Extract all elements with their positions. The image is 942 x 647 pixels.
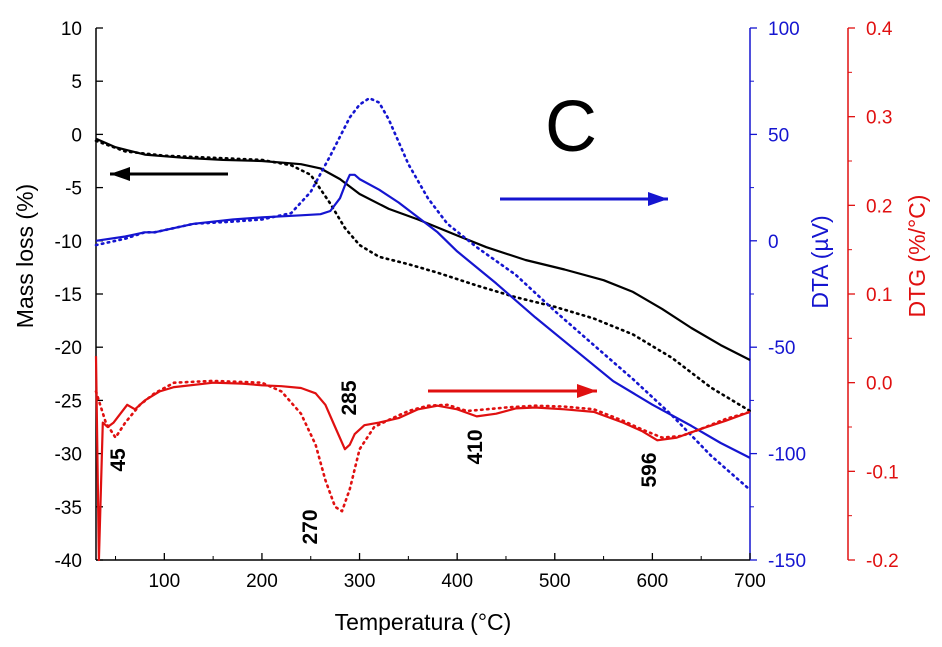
- dtg-solid-line: [94, 356, 751, 562]
- x-tick-label: 700: [734, 571, 766, 592]
- mass-axis-arrow-head: [110, 167, 130, 181]
- x-tick-label: 500: [539, 571, 571, 592]
- dta-axis-title: DTA (µV): [807, 215, 833, 308]
- mass-tick-label: -20: [55, 338, 82, 359]
- dtg-tick-label: 0.4: [866, 19, 893, 40]
- dtg-tick-label: -0.1: [866, 462, 899, 483]
- peak-label-270: 270: [299, 509, 322, 544]
- mass-tick-label: 5: [71, 72, 82, 93]
- mass-tick-label: -35: [55, 498, 82, 519]
- mass-tick-label: -40: [55, 551, 82, 572]
- dta-tick-label: -150: [768, 551, 806, 572]
- peak-label-596: 596: [638, 452, 661, 487]
- dtg-dotted-line: [94, 379, 752, 513]
- dta-tick-label: 50: [768, 125, 789, 146]
- dtg-tick-label: 0.2: [866, 196, 892, 217]
- x-axis-title: Temperatura (°C): [335, 609, 512, 635]
- mass-loss-dotted-line: [94, 139, 752, 413]
- x-tick-label: 600: [637, 571, 669, 592]
- peak-label-45: 45: [107, 448, 130, 472]
- mass-tick-label: -25: [55, 391, 82, 412]
- dtg-tick-label: -0.2: [866, 551, 899, 572]
- dta-axis-arrow-head: [648, 192, 668, 206]
- x-tick-label: 200: [246, 571, 278, 592]
- dtg-tick-label: 0.1: [866, 285, 892, 306]
- mass-tick-label: -15: [55, 285, 82, 306]
- dtg-axis-arrow-head: [577, 384, 597, 398]
- panel-label: C: [545, 87, 597, 167]
- dta-tick-label: 100: [768, 19, 800, 40]
- dta-tick-label: 0: [768, 232, 779, 253]
- dta-dotted-line: [94, 96, 752, 492]
- dta-tick-label: -50: [768, 338, 795, 359]
- x-tick-label: 300: [344, 571, 376, 592]
- mass-loss-solid-line: [95, 137, 751, 361]
- mass-tick-label: -10: [55, 232, 82, 253]
- dtg-axis-title: DTG (%/°C): [904, 195, 930, 318]
- peak-label-410: 410: [464, 429, 487, 464]
- mass-axis-title: Mass loss (%): [12, 184, 38, 328]
- dtg-tick-label: 0.3: [866, 108, 892, 129]
- mass-tick-label: 0: [71, 125, 82, 146]
- x-tick-label: 100: [148, 571, 180, 592]
- dta-solid-line: [95, 173, 751, 459]
- dtg-tick-label: 0.0: [866, 374, 892, 395]
- dta-tick-label: -100: [768, 445, 806, 466]
- mass-tick-label: -5: [65, 179, 82, 200]
- peak-label-285: 285: [338, 380, 361, 415]
- x-tick-label: 400: [441, 571, 473, 592]
- mass-tick-label: -30: [55, 445, 82, 466]
- mass-tick-label: 10: [61, 19, 82, 40]
